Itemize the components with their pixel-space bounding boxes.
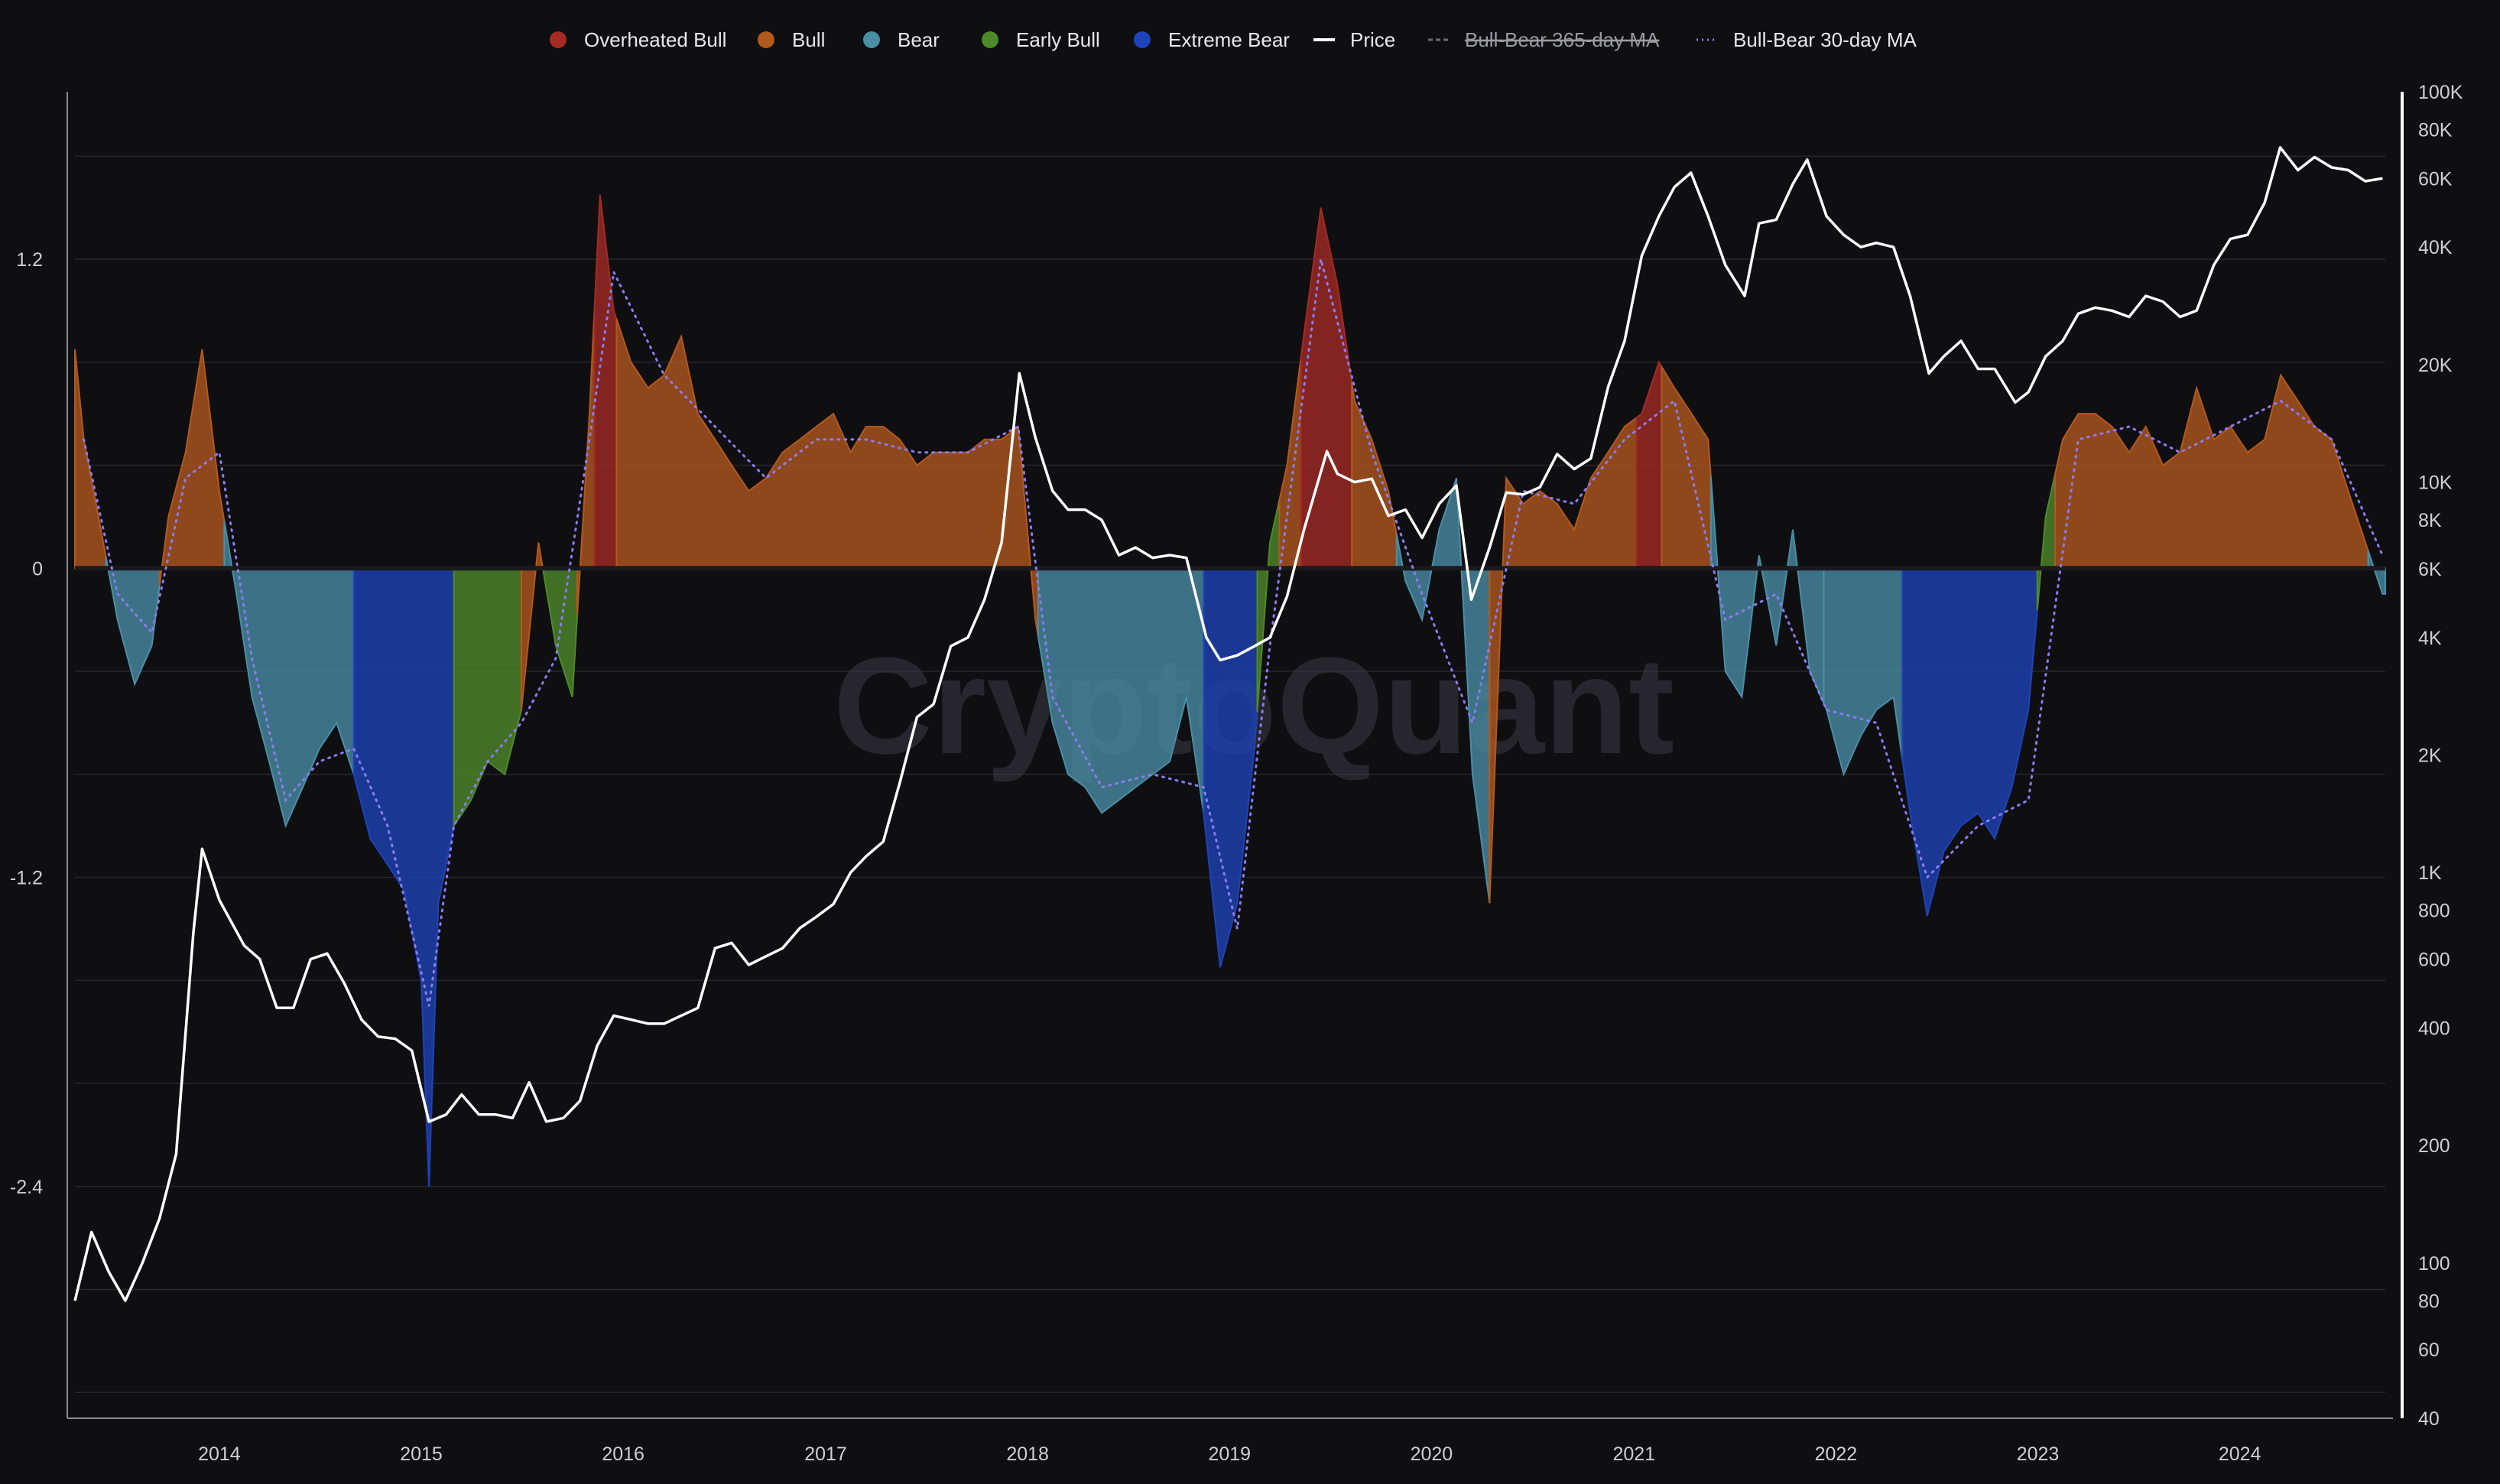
x-tick-label: 2022 (1815, 1443, 1858, 1465)
right-tick-label: 100 (2418, 1253, 2450, 1275)
legend-item-extreme-bear[interactable]: Extreme Bear (1134, 28, 1290, 51)
right-tick-label: 1K (2418, 862, 2442, 884)
x-tick-label: 2021 (1612, 1443, 1655, 1465)
regime-areas (74, 194, 2386, 1187)
left-tick-label: -1.2 (10, 868, 43, 889)
legend-marker (550, 31, 567, 48)
right-tick-label: 800 (2418, 901, 2450, 922)
right-tick-label: 200 (2418, 1135, 2450, 1157)
legend-item-bear[interactable]: Bear (863, 28, 940, 51)
legend-label: Bull (792, 28, 825, 51)
right-tick-label: 60 (2418, 1339, 2440, 1361)
right-tick-label: 4K (2418, 628, 2442, 649)
right-tick-label: 40K (2418, 237, 2453, 258)
x-tick-label: 2016 (602, 1443, 644, 1465)
left-tick-label: 1.2 (16, 249, 43, 271)
left-tick-label: 0 (32, 558, 43, 580)
legend-label: Early Bull (1016, 28, 1100, 51)
axes (67, 92, 2404, 1419)
right-axis-ticks: 100K 80K 60K 40K 20K 10K 8K 6K 4K 2K 1K 800 600 400 20… (2418, 82, 2463, 1430)
right-tick-label: 100K (2418, 82, 2463, 103)
regime-area-bull (2054, 373, 2369, 570)
legend-label: Bear (898, 28, 940, 51)
legend-item-overheated-bull[interactable]: Overheated Bull (550, 28, 726, 51)
right-tick-label: 80 (2418, 1291, 2440, 1312)
legend-item-price[interactable]: Price (1313, 28, 1395, 51)
x-tick-label: 2014 (198, 1443, 241, 1465)
right-tick-label: 6K (2418, 559, 2442, 580)
legend: Overheated Bull Bull Bear Early Bull Extreme… (550, 28, 1917, 51)
left-tick-label: -2.4 (10, 1177, 43, 1198)
legend-label: Overheated Bull (584, 28, 726, 51)
x-tick-label: 2020 (1411, 1443, 1453, 1465)
legend-marker (863, 31, 880, 48)
legend-marker (758, 31, 774, 48)
legend-item-early-bull[interactable]: Early Bull (982, 28, 1100, 51)
right-tick-label: 10K (2418, 472, 2453, 494)
legend-item-ma30[interactable]: Bull-Bear 30-day MA (1696, 28, 1917, 51)
x-tick-label: 2017 (804, 1443, 847, 1465)
right-tick-label: 60K (2418, 168, 2453, 190)
x-tick-label: 2024 (2219, 1443, 2261, 1465)
right-tick-label: 40 (2418, 1408, 2440, 1430)
legend-marker (982, 31, 998, 48)
x-tick-label: 2019 (1208, 1443, 1251, 1465)
x-axis-ticks: 2014 2015 2016 2017 2018 2019 2020 2021 2022 2023… (198, 1443, 2261, 1465)
right-tick-label: 600 (2418, 949, 2450, 970)
x-tick-label: 2018 (1006, 1443, 1049, 1465)
ma30-line (83, 258, 2384, 1007)
legend-marker (1134, 31, 1151, 48)
legend-label: Extreme Bear (1168, 28, 1290, 51)
legend-label: Bull-Bear 30-day MA (1733, 28, 1917, 51)
x-tick-label: 2015 (400, 1443, 443, 1465)
right-tick-label: 2K (2418, 745, 2442, 767)
legend-label: Price (1350, 28, 1395, 51)
right-tick-label: 400 (2418, 1018, 2450, 1039)
left-axis-ticks: 1.2 0 -1.2 -2.4 (10, 249, 43, 1198)
legend-label: Bull-Bear 365-day MA (1465, 28, 1660, 51)
right-tick-label: 80K (2418, 119, 2453, 141)
regime-area-bull (615, 318, 1039, 637)
legend-item-ma365[interactable]: Bull-Bear 365-day MA (1428, 28, 1660, 51)
price-line (73, 146, 2383, 1303)
price-line-group (73, 146, 2383, 1303)
legend-item-bull[interactable]: Bull (758, 28, 825, 51)
regime-area-bear (1037, 567, 1205, 814)
x-tick-label: 2023 (2017, 1443, 2060, 1465)
right-tick-label: 8K (2418, 510, 2442, 531)
right-tick-label: 20K (2418, 355, 2453, 376)
ma30-line-group (83, 258, 2384, 1007)
